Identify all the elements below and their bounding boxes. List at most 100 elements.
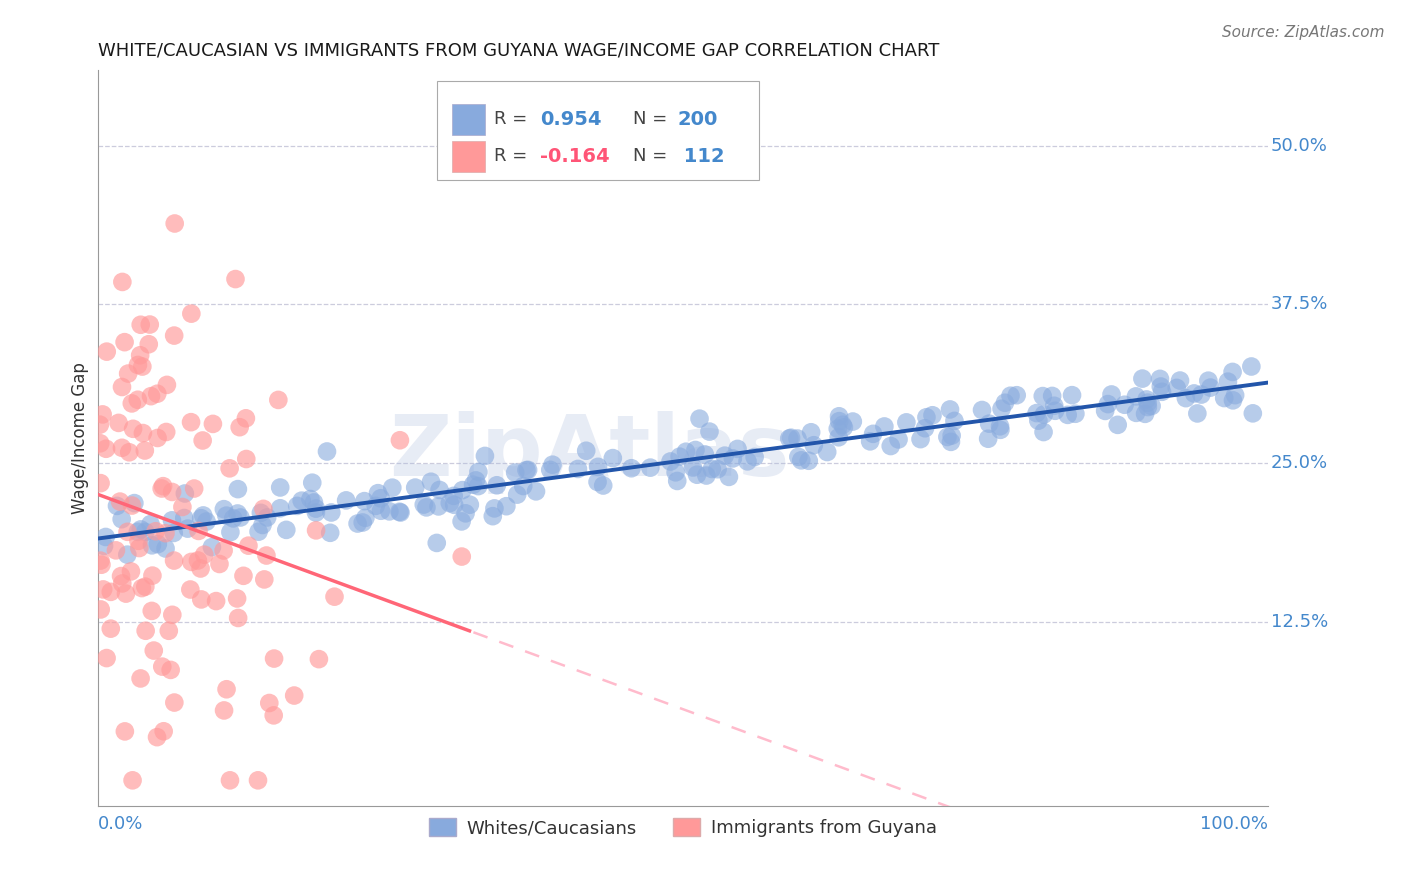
Point [180, 415, 202, 429]
Point [163, 696, 186, 710]
Point [117, 524, 139, 539]
Point [146, 537, 169, 551]
Point [797, 454, 820, 468]
Point [515, 463, 537, 477]
Point [873, 419, 896, 434]
Text: 112: 112 [678, 146, 724, 166]
Point [157, 624, 180, 638]
Point [388, 434, 411, 448]
Point [247, 524, 270, 539]
Point [1197, 374, 1219, 388]
Point [134, 524, 156, 539]
Point [602, 451, 624, 466]
Point [131, 581, 153, 595]
Point [111, 576, 134, 591]
Point [91, 408, 114, 422]
Point [1150, 384, 1173, 399]
Point [485, 478, 508, 492]
Point [1032, 389, 1054, 403]
Point [800, 425, 823, 440]
Point [122, 422, 145, 436]
Point [1187, 406, 1209, 420]
Point [1114, 398, 1136, 412]
Point [145, 524, 167, 539]
Point [100, 585, 122, 599]
Point [276, 523, 298, 537]
Point [263, 708, 285, 723]
Point [152, 479, 174, 493]
Point [914, 421, 936, 435]
Point [778, 432, 800, 446]
Point [693, 447, 716, 461]
Text: 12.5%: 12.5% [1271, 613, 1327, 631]
Point [682, 460, 704, 475]
Point [160, 513, 183, 527]
Point [141, 568, 163, 582]
Point [235, 452, 257, 467]
Point [994, 396, 1017, 410]
Text: N =: N = [633, 111, 672, 128]
Point [941, 428, 963, 442]
Point [139, 318, 162, 332]
Point [1133, 407, 1156, 421]
Point [127, 524, 149, 539]
Point [706, 462, 728, 476]
Point [353, 494, 375, 508]
Text: 200: 200 [678, 110, 717, 128]
Point [121, 773, 143, 788]
Text: 50.0%: 50.0% [1271, 136, 1327, 155]
Point [1101, 387, 1123, 401]
Point [815, 445, 838, 459]
Point [195, 515, 218, 529]
Point [567, 462, 589, 476]
Point [224, 272, 246, 286]
Point [152, 724, 174, 739]
Point [842, 415, 865, 429]
Text: R =: R = [495, 111, 533, 128]
Point [1028, 414, 1050, 428]
Point [150, 659, 173, 673]
Point [541, 458, 564, 472]
Point [1182, 386, 1205, 401]
Point [467, 465, 489, 479]
Point [727, 442, 749, 456]
Point [420, 475, 443, 489]
Point [89, 417, 111, 432]
Point [1032, 425, 1054, 439]
Point [131, 359, 153, 374]
Point [666, 474, 689, 488]
Point [256, 510, 278, 524]
Point [381, 481, 404, 495]
Point [887, 433, 910, 447]
Point [252, 518, 274, 533]
Point [163, 328, 186, 343]
Point [110, 569, 132, 583]
Point [484, 501, 506, 516]
Point [503, 466, 526, 480]
Point [212, 502, 235, 516]
Point [193, 508, 215, 523]
Point [1132, 371, 1154, 385]
Point [139, 389, 162, 403]
Point [163, 217, 186, 231]
Point [238, 539, 260, 553]
Point [305, 506, 328, 520]
Point [354, 511, 377, 525]
Point [921, 409, 943, 423]
Point [132, 425, 155, 440]
Point [104, 543, 127, 558]
Point [155, 526, 177, 541]
Point [1032, 408, 1054, 422]
Point [155, 425, 177, 439]
Point [426, 536, 449, 550]
Point [291, 493, 314, 508]
Point [212, 703, 235, 717]
Point [127, 358, 149, 372]
Point [1043, 404, 1066, 418]
Point [129, 348, 152, 362]
Point [305, 501, 328, 516]
Point [316, 444, 339, 458]
Point [780, 431, 803, 445]
Point [506, 488, 529, 502]
Point [155, 541, 177, 556]
